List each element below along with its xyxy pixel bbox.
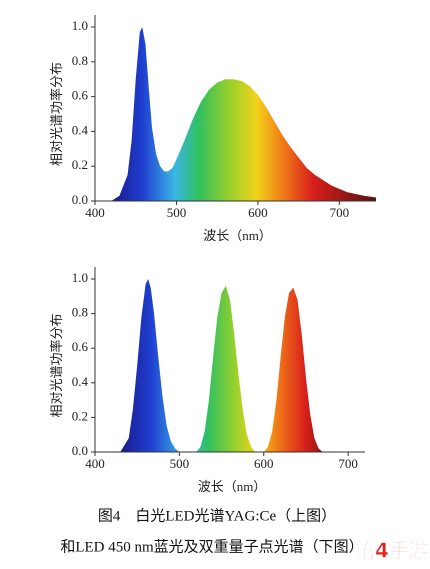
x-tick-label: 600 bbox=[254, 456, 274, 471]
y-tick-label: 0.8 bbox=[72, 53, 88, 68]
y-tick-label: 0.6 bbox=[72, 339, 89, 354]
watermark: 第4手游 bbox=[355, 539, 429, 563]
y-tick-label: 0.8 bbox=[72, 305, 88, 320]
y-tick-label: 0.2 bbox=[72, 157, 88, 172]
y-tick-label: 1.0 bbox=[72, 270, 88, 285]
y-tick-label: 0.0 bbox=[72, 192, 88, 207]
x-tick-label: 600 bbox=[248, 205, 268, 220]
x-tick-label: 700 bbox=[338, 456, 358, 471]
y-tick-label: 0.4 bbox=[72, 122, 89, 137]
x-tick-label: 700 bbox=[330, 205, 350, 220]
x-axis-label: 波长（nm） bbox=[203, 228, 272, 243]
x-axis-label: 波长（nm） bbox=[198, 479, 267, 494]
y-tick-label: 0.0 bbox=[72, 443, 88, 458]
caption-line: 和LED 450 nm蓝光及双重量子点光谱（下图） bbox=[60, 538, 363, 555]
y-tick-label: 0.6 bbox=[72, 88, 89, 103]
y-axis-label: 相对光谱功率分布 bbox=[49, 62, 64, 166]
x-tick-label: 500 bbox=[167, 205, 187, 220]
y-axis-label: 相对光谱功率分布 bbox=[49, 313, 64, 417]
y-tick-label: 0.4 bbox=[72, 374, 89, 389]
x-tick-label: 400 bbox=[85, 205, 105, 220]
spectrum-area bbox=[120, 279, 323, 452]
spectrum-area bbox=[111, 27, 376, 201]
y-tick-label: 0.2 bbox=[72, 408, 88, 423]
y-tick-label: 1.0 bbox=[72, 18, 88, 33]
caption-line: 图4 白光LED光谱YAG:Ce（上图） bbox=[98, 507, 336, 524]
x-tick-label: 400 bbox=[85, 456, 105, 471]
x-tick-label: 500 bbox=[170, 456, 190, 471]
